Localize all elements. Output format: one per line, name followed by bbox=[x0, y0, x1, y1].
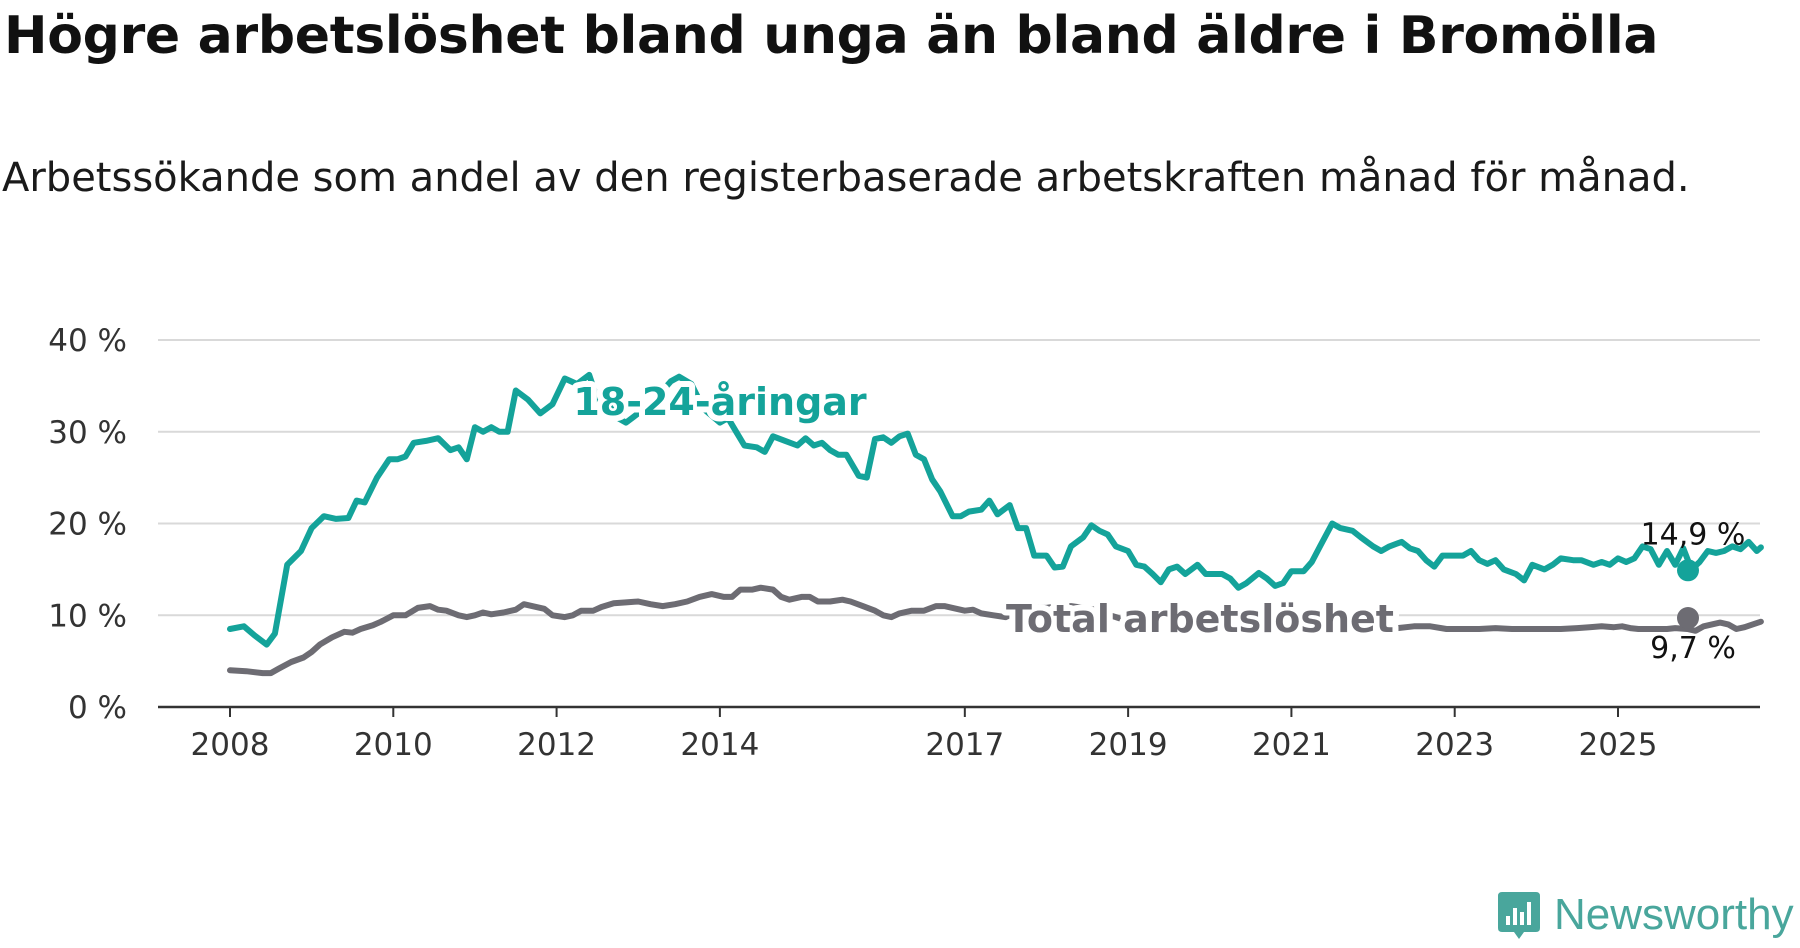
end-label-total: 9,7 % bbox=[1650, 631, 1736, 666]
y-tick-label: 10 % bbox=[48, 598, 127, 634]
y-tick-label: 30 % bbox=[48, 415, 127, 451]
gridlines bbox=[158, 339, 1760, 709]
newsworthy-logo: Newsworthy bbox=[1494, 890, 1794, 940]
series-line-total bbox=[227, 584, 1764, 677]
series-line-youth bbox=[227, 371, 1764, 648]
y-tick-label: 20 % bbox=[48, 507, 127, 543]
series-name-halo: 18-24-åringar bbox=[573, 380, 867, 424]
x-tick-label: 2023 bbox=[1415, 727, 1494, 763]
y-tick-label: 0 % bbox=[68, 690, 127, 726]
x-axis-ticks: 2008 2010 2012 2014 2017 2019 2021 2023 2025 bbox=[191, 707, 1658, 763]
brand-name: Newsworthy bbox=[1554, 890, 1794, 939]
y-tick-label: 40 % bbox=[48, 323, 127, 359]
chart-subtitle: Arbetssökande som andel av den registerb… bbox=[2, 155, 1690, 201]
series-lines bbox=[227, 371, 1764, 677]
x-tick-label: 2025 bbox=[1579, 727, 1658, 763]
x-tick-label: 2014 bbox=[680, 727, 759, 763]
end-dot-youth bbox=[1677, 559, 1699, 582]
series-name-total: Total arbetslöshet bbox=[1006, 597, 1394, 641]
newsworthy-logo-icon bbox=[1498, 892, 1540, 939]
end-dot-total bbox=[1677, 607, 1699, 630]
x-tick-label: 2017 bbox=[925, 727, 1004, 763]
x-tick-label: 2008 bbox=[191, 727, 270, 763]
x-tick-label: 2010 bbox=[354, 727, 433, 763]
series-labels: 14,9 %9,7 %18-24-åringar18-24-åringarTot… bbox=[567, 374, 1746, 666]
series-name-youth: 18-24-åringar bbox=[573, 380, 867, 424]
x-tick-label: 2021 bbox=[1252, 727, 1331, 763]
end-label-youth: 14,9 % bbox=[1641, 517, 1746, 552]
y-axis-ticks: 0 % 10 % 20 % 30 % 40 % bbox=[48, 323, 127, 726]
series-name-halo: Total arbetslöshet bbox=[1006, 597, 1394, 641]
x-tick-label: 2019 bbox=[1089, 727, 1168, 763]
chart-title: Högre arbetslöshet bland unga än bland ä… bbox=[4, 6, 1659, 66]
x-tick-label: 2012 bbox=[517, 727, 596, 763]
